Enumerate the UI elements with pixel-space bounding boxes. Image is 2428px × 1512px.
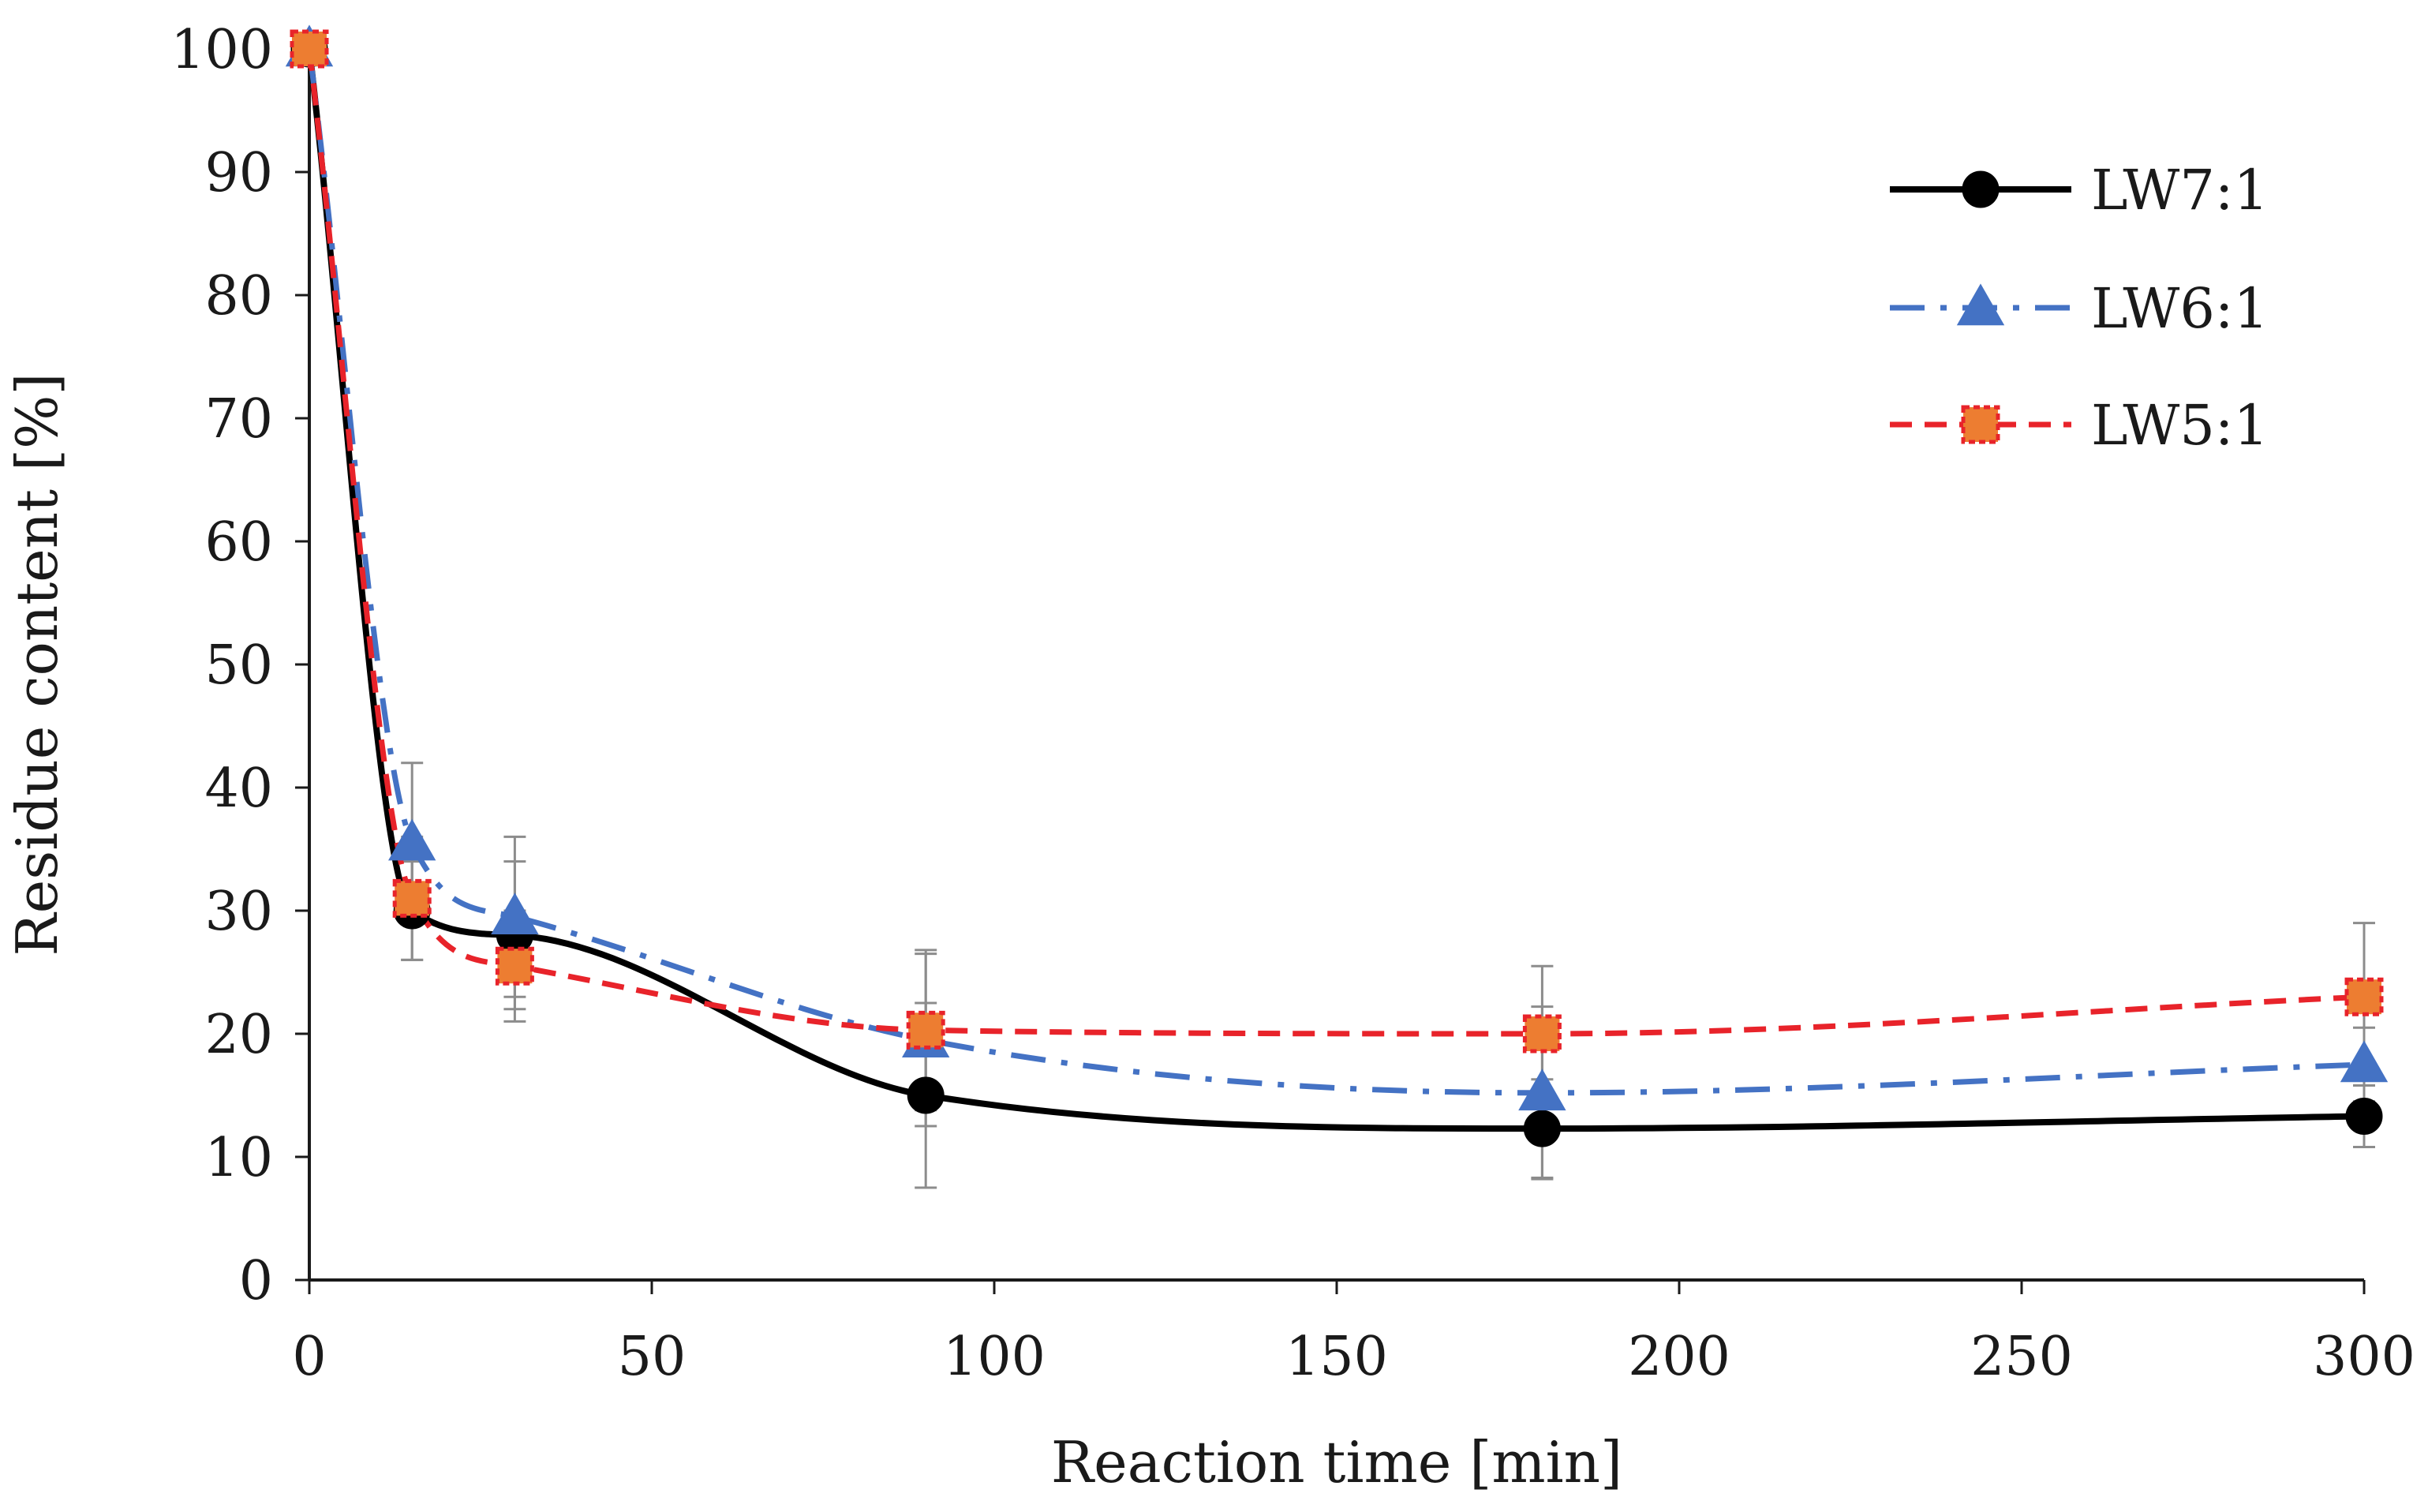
- x-tick-label: 0: [292, 1326, 326, 1388]
- y-tick-label: 0: [239, 1250, 273, 1312]
- y-tick-label: 10: [204, 1127, 273, 1189]
- y-tick-label: 100: [170, 19, 273, 81]
- legend-label: LW6:1: [2091, 276, 2269, 341]
- y-tick-label: 80: [204, 265, 273, 327]
- data-point-lw61: [2340, 1040, 2389, 1083]
- x-axis-title: Reaction time [min]: [1051, 1429, 1622, 1495]
- series-line-lw61: [306, 48, 2365, 1096]
- legend-marker: [1962, 170, 2000, 208]
- y-axis-title: Residue content [%]: [4, 372, 70, 956]
- y-tick-label: 90: [204, 142, 273, 204]
- y-tick-label: 70: [204, 388, 273, 451]
- data-point-lw51: [1522, 1014, 1562, 1054]
- legend-marker: [1961, 405, 2000, 444]
- series-line-lw71: [306, 48, 2365, 1132]
- legend: LW7:1 LW6:1 LW5:1: [1890, 158, 2269, 458]
- data-point-lw71: [907, 1076, 945, 1114]
- y-tick-label: 50: [204, 634, 273, 697]
- x-tick-label: 150: [1285, 1326, 1388, 1388]
- legend-label: LW7:1: [2091, 158, 2269, 223]
- data-point-lw51: [392, 878, 432, 918]
- series-lines: [306, 48, 2365, 1132]
- axes: 0 10 20 30 40 50 60 70 80 90 100 0 50 100 150 200 250 300: [170, 19, 2415, 1388]
- data-point-lw71: [2345, 1098, 2383, 1136]
- data-point-lw51: [290, 29, 329, 69]
- series-line-lw51: [306, 48, 2365, 1037]
- data-point-lw71: [1523, 1110, 1561, 1147]
- data-point-lw61: [388, 818, 436, 861]
- x-tick-label: 250: [1970, 1326, 2073, 1388]
- series-markers: [285, 24, 2389, 1147]
- legend-entry: LW5:1: [1890, 393, 2269, 458]
- x-tick-label: 50: [618, 1326, 686, 1388]
- legend-marker: [1956, 283, 2005, 326]
- x-tick-label: 200: [1628, 1326, 1730, 1388]
- data-point-lw51: [495, 946, 534, 986]
- legend-entry: LW6:1: [1890, 276, 2269, 341]
- legend-label: LW5:1: [2091, 393, 2269, 458]
- legend-entry: LW7:1: [1890, 158, 2269, 223]
- y-tick-label: 60: [204, 511, 273, 574]
- data-point-lw51: [906, 1010, 945, 1050]
- data-point-lw51: [2344, 977, 2384, 1016]
- data-point-lw61: [491, 893, 539, 934]
- y-tick-label: 30: [204, 881, 273, 943]
- x-tick-label: 100: [943, 1326, 1046, 1388]
- data-point-lw61: [1518, 1069, 1566, 1111]
- y-tick-label: 20: [204, 1004, 273, 1066]
- y-tick-label: 40: [204, 758, 273, 820]
- x-tick-label: 300: [2313, 1326, 2415, 1388]
